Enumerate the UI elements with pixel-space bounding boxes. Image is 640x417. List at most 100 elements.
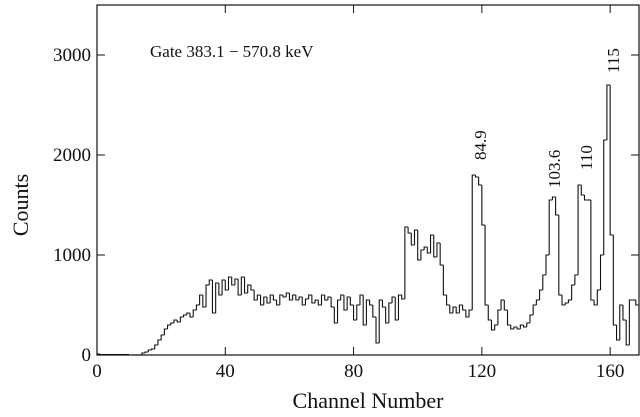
peak-label: 84.9 [471, 130, 490, 160]
histogram-step [503, 300, 508, 311]
y-tick-label: 3000 [53, 45, 91, 66]
histogram-step [532, 304, 537, 315]
histogram-step [555, 197, 559, 216]
histogram-step [205, 284, 210, 307]
histogram-step [179, 316, 184, 322]
histogram-step [243, 277, 248, 294]
histogram-step [616, 325, 620, 341]
x-tick-label: 40 [216, 361, 235, 382]
histogram-step [218, 283, 223, 296]
histogram-step [471, 174, 476, 310]
peak-label: 103.6 [545, 150, 564, 188]
histogram-step [481, 185, 486, 226]
histogram-step [96, 353, 101, 355]
histogram-step [574, 274, 579, 285]
histogram-step [490, 320, 495, 331]
histogram-step [272, 295, 277, 301]
histogram-step [622, 305, 627, 321]
histogram-step [295, 295, 300, 301]
histogram-step [468, 309, 473, 317]
histogram-step [452, 306, 457, 313]
histogram-step [519, 324, 524, 329]
histogram-step [128, 354, 133, 356]
histogram-step [170, 322, 174, 325]
histogram-step [612, 235, 617, 326]
histogram-step [343, 295, 348, 311]
histogram-step [234, 278, 239, 285]
histogram-step [433, 235, 437, 258]
histogram-step [484, 225, 489, 306]
histogram-step [253, 290, 258, 301]
histogram-step [548, 199, 553, 255]
histogram-step [506, 310, 511, 326]
histogram-step [385, 307, 389, 324]
histogram-step [330, 297, 335, 308]
histogram-step [526, 322, 530, 327]
histogram-step [529, 314, 534, 323]
histogram-step [442, 265, 447, 296]
histogram-step [353, 305, 357, 321]
histogram-step [571, 284, 575, 300]
histogram-step [583, 195, 588, 201]
histogram-step [394, 297, 399, 321]
histogram-step [298, 296, 303, 300]
y-axis-label: Counts [8, 174, 33, 236]
histogram-step [221, 279, 226, 295]
histogram-step [596, 289, 601, 305]
histogram-step [276, 300, 280, 306]
histogram-step [279, 294, 284, 305]
histogram-step [349, 297, 354, 306]
histogram-step [551, 196, 556, 200]
histogram-step [215, 282, 219, 313]
histogram-step [478, 177, 482, 186]
histogram-step [163, 328, 168, 335]
histogram-step [186, 312, 191, 315]
histogram-step [231, 277, 235, 286]
histogram-step [500, 299, 505, 310]
histogram-step [375, 317, 380, 344]
y-tick-label: 1000 [53, 245, 91, 266]
histogram-step [154, 344, 158, 349]
histogram-step [625, 320, 630, 346]
histogram-step [324, 295, 328, 301]
histogram-step [266, 297, 271, 304]
histogram-step [372, 305, 377, 318]
histogram-step [359, 294, 364, 305]
histogram-step [327, 296, 332, 300]
histogram-step [150, 348, 155, 350]
histogram-step [590, 200, 595, 301]
peak-label: 115 [604, 48, 623, 73]
histogram-step [539, 289, 543, 300]
histogram-step [301, 297, 306, 306]
histogram-step [567, 299, 572, 303]
histogram-step [439, 243, 444, 266]
histogram-step [147, 349, 152, 352]
histogram-step [356, 304, 360, 320]
x-tick-label: 120 [468, 361, 497, 382]
x-axis-label: Channel Number [293, 388, 445, 413]
histogram-step [199, 294, 203, 305]
histogram-step [333, 307, 338, 324]
histogram-step [292, 294, 296, 300]
histogram-step [542, 274, 546, 290]
histogram-step [522, 325, 527, 328]
histogram-step [336, 299, 341, 323]
histogram-step [167, 324, 171, 329]
x-tick-label: 80 [344, 361, 363, 382]
histogram-step [401, 295, 405, 300]
histogram-step [285, 292, 290, 297]
histogram-step [513, 326, 518, 329]
histogram-step [455, 307, 460, 314]
histogram-step [436, 242, 441, 257]
x-tick-label: 0 [92, 361, 102, 382]
histogram-step [603, 139, 607, 255]
histogram-step [362, 295, 367, 326]
histogram-step [407, 227, 412, 234]
histogram-step [250, 285, 255, 291]
histogram-step [99, 353, 104, 356]
histogram-step [378, 299, 383, 343]
histogram-step [564, 302, 569, 305]
histogram-step [308, 294, 312, 299]
histogram-step [288, 293, 293, 301]
histogram-step [346, 296, 351, 310]
